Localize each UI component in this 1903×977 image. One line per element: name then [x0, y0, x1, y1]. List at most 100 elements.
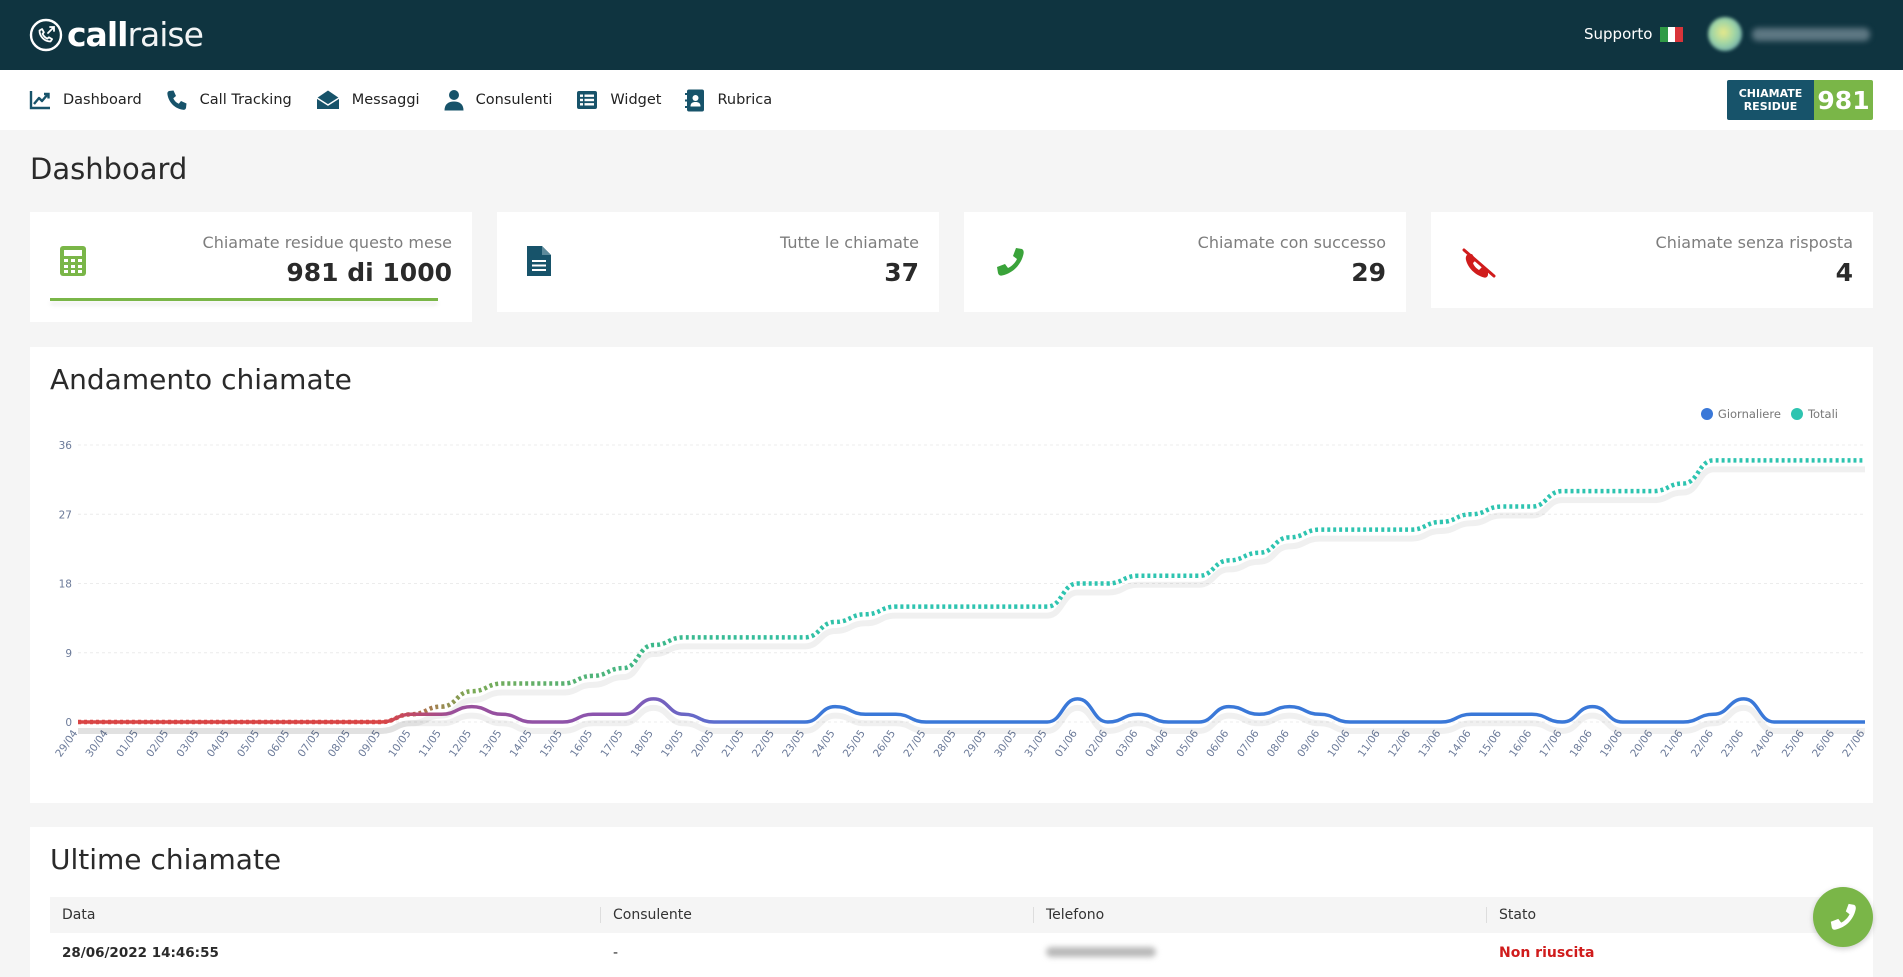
callraise-logo[interactable]: callraise — [29, 15, 204, 54]
stat-value-unanswered-calls: 4 — [1835, 258, 1853, 287]
x-tick-label: 17/05 — [598, 728, 625, 760]
x-tick-label: 08/06 — [1265, 728, 1292, 760]
calls-table-header: Data Consulente Telefono Stato — [50, 897, 1853, 933]
nav-label-widget: Widget — [610, 92, 662, 108]
x-tick-label: 18/05 — [629, 728, 656, 760]
call-phone — [1033, 945, 1486, 961]
nav-item-call-tracking[interactable]: Call Tracking — [166, 89, 292, 111]
x-tick-label: 24/05 — [810, 728, 837, 760]
x-tick-label: 18/06 — [1568, 728, 1595, 760]
x-tick-label: 19/05 — [659, 728, 686, 760]
remaining-progress-bar — [50, 298, 439, 301]
x-tick-label: 07/06 — [1235, 728, 1262, 760]
floating-call-button[interactable] — [1813, 887, 1873, 947]
logo-text: callraise — [67, 15, 204, 54]
nav-item-consulenti[interactable]: Consulenti — [444, 89, 553, 111]
list-icon — [577, 91, 598, 109]
series-line-giornaliere — [78, 697, 1865, 724]
phone-number-blurred — [1046, 947, 1156, 957]
x-tick-label: 16/06 — [1507, 728, 1534, 760]
nav-item-rubrica[interactable]: Rubrica — [685, 89, 772, 112]
stat-label-all-calls: Tutte le chiamate — [779, 233, 919, 252]
nav-item-dashboard[interactable]: Dashboard — [29, 90, 142, 110]
legend-label-total: Totali — [1807, 407, 1838, 421]
stat-value-all-calls: 37 — [884, 258, 919, 287]
x-tick-label: 13/05 — [477, 728, 504, 760]
x-tick-label: 10/05 — [386, 728, 413, 760]
stat-label-unanswered-calls: Chiamate senza risposta — [1655, 233, 1853, 252]
legend-label-daily: Giornaliere — [1717, 407, 1781, 421]
series-line-totali — [78, 458, 1865, 725]
document-icon — [527, 246, 551, 276]
x-tick-label: 25/05 — [841, 728, 868, 760]
calculator-icon — [60, 246, 86, 276]
legend-item-total[interactable]: Totali — [1790, 407, 1838, 421]
legend-item-daily[interactable]: Giornaliere — [1700, 407, 1781, 421]
x-tick-label: 16/05 — [568, 728, 595, 760]
x-tick-label: 26/05 — [871, 728, 898, 760]
stat-card-successful-calls: Chiamate con successo 29 — [964, 212, 1406, 312]
stat-card-remaining: Chiamate residue questo mese 981 di 1000 — [30, 212, 472, 322]
nav-label-call-tracking: Call Tracking — [199, 92, 292, 108]
nav-label-dashboard: Dashboard — [63, 92, 142, 108]
page-title: Dashboard — [30, 152, 188, 186]
call-date: 28/06/2022 14:46:55 — [62, 945, 219, 961]
call-status: Non riuscita — [1499, 945, 1595, 961]
user-icon — [444, 90, 464, 111]
logo-phone-icon — [29, 18, 63, 52]
stat-card-unanswered-calls: Chiamate senza risposta 4 — [1431, 212, 1873, 308]
column-header-date[interactable]: Data — [62, 907, 96, 923]
x-tick-label: 29/04 — [53, 728, 80, 760]
envelope-open-icon — [316, 90, 340, 109]
x-tick-label: 11/05 — [417, 728, 444, 760]
main-nav: Dashboard Call Tracking Messaggi Consule… — [0, 70, 1903, 130]
user-menu-blurred[interactable] — [1752, 28, 1870, 41]
stat-label-successful-calls: Chiamate con successo — [1197, 233, 1386, 252]
phone-icon — [1830, 903, 1856, 930]
top-bar: callraise Supporto — [0, 0, 1903, 70]
chart-line-icon — [29, 91, 50, 110]
table-row[interactable]: 28/06/2022 14:46:55 - Non riuscita — [50, 933, 1853, 973]
phone-icon — [167, 90, 187, 110]
column-header-consultant[interactable]: Consulente — [600, 907, 1033, 923]
stat-value-successful-calls: 29 — [1351, 258, 1386, 287]
legend-dot-total — [1790, 408, 1803, 420]
nav-label-rubrica: Rubrica — [717, 92, 773, 108]
x-tick-label: 01/06 — [1053, 728, 1080, 760]
chart-legend: Giornaliere Totali — [1691, 407, 1838, 421]
last-calls-card: Ultime chiamate Data Consulente Telefono… — [30, 827, 1873, 977]
y-tick-label: 27 — [59, 509, 72, 521]
address-book-icon — [685, 89, 705, 111]
legend-dot-daily — [1700, 408, 1713, 420]
remaining-calls-value: 981 — [1814, 80, 1873, 120]
nav-label-messaggi: Messaggi — [351, 92, 420, 108]
support-link[interactable]: Supporto — [1584, 25, 1653, 43]
nav-item-messaggi[interactable]: Messaggi — [316, 89, 420, 111]
phone-slash-icon — [1462, 248, 1496, 278]
nav-item-widget[interactable]: Widget — [576, 90, 661, 110]
y-tick-label: 18 — [59, 579, 72, 591]
y-tick-label: 0 — [65, 717, 72, 729]
call-consultant: - — [613, 945, 619, 961]
last-calls-title: Ultime chiamate — [50, 843, 282, 876]
remaining-calls-badge[interactable]: CHIAMATE RESIDUE 981 — [1727, 80, 1873, 120]
chart-title: Andamento chiamate — [50, 363, 352, 396]
column-header-phone[interactable]: Telefono — [1033, 907, 1486, 923]
stat-card-all-calls: Tutte le chiamate 37 — [497, 212, 939, 312]
series-shadow-giornaliere — [78, 704, 1865, 735]
series-shadow-totali — [78, 466, 1865, 734]
x-tick-label: 12/05 — [447, 728, 474, 760]
italian-flag-icon[interactable] — [1660, 27, 1684, 42]
stat-label-remaining: Chiamate residue questo mese — [202, 233, 452, 252]
x-tick-label: 09/06 — [1295, 728, 1322, 760]
calls-table: Data Consulente Telefono Stato 28/06/202… — [50, 897, 1853, 973]
nav-label-consulenti: Consulenti — [475, 92, 553, 108]
x-tick-label: 06/06 — [1204, 728, 1231, 760]
stat-value-remaining: 981 di 1000 — [286, 258, 452, 287]
x-tick-label: 15/06 — [1477, 728, 1504, 760]
user-avatar[interactable] — [1708, 17, 1742, 51]
column-header-status[interactable]: Stato — [1486, 907, 1853, 923]
phone-icon — [997, 248, 1024, 276]
